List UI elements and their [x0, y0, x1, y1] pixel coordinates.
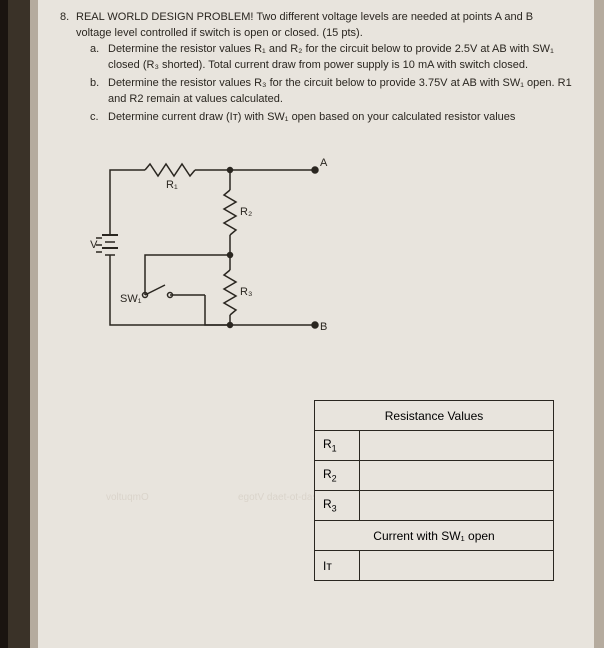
part-b-line1: Determine the resistor values R₃ for the…: [108, 76, 572, 92]
it-row-label: Iᴛ: [315, 551, 360, 581]
problem-title-2: voltage level controlled if switch is op…: [76, 26, 572, 42]
problem-title-1: REAL WORLD DESIGN PROBLEM! Two different…: [76, 10, 533, 26]
part-b-line2: and R2 remain at values calculated.: [108, 92, 572, 108]
r3-row-label: R3: [315, 491, 360, 521]
r1-label: R₁: [166, 179, 178, 191]
sw1-label: SW₁: [120, 293, 142, 305]
part-c-letter: c.: [90, 110, 108, 126]
problem-statement: 8. REAL WORLD DESIGN PROBLEM! Two differ…: [60, 10, 572, 126]
watermark-2: egotV daet-ot-dasP: [238, 492, 324, 503]
part-a-line2: closed (R₃ shorted). Total current draw …: [108, 58, 572, 74]
r3-value-cell: [360, 491, 554, 521]
r2-row-label: R2: [315, 461, 360, 491]
vsource-label: 5V: [90, 239, 98, 251]
node-a-label: A: [320, 157, 328, 169]
part-a-line1: Determine the resistor values R₁ and R₂ …: [108, 42, 572, 58]
circuit-diagram: A B R₁ R₂ R₃ SW₁ 5V: [90, 140, 370, 340]
r2-value-cell: [360, 461, 554, 491]
answer-table: Resistance Values R1 R2 R3 Current with …: [314, 400, 554, 581]
r1-row-label: R1: [315, 431, 360, 461]
r2-label: R₂: [240, 206, 252, 218]
watermark-1: voltuqmO: [106, 492, 149, 503]
problem-number: 8.: [60, 10, 76, 26]
node-b-label: B: [320, 321, 327, 333]
it-value-cell: [360, 551, 554, 581]
table-header-resistance: Resistance Values: [315, 401, 554, 431]
r1-value-cell: [360, 431, 554, 461]
r3-label: R₃: [240, 286, 252, 298]
paper-sheet: 8. REAL WORLD DESIGN PROBLEM! Two differ…: [38, 0, 594, 648]
table-header-current: Current with SW₁ open: [315, 521, 554, 551]
part-b-letter: b.: [90, 76, 108, 108]
part-c-line1: Determine current draw (Iᴛ) with SW₁ ope…: [108, 110, 572, 126]
sub-parts: a. Determine the resistor values R₁ and …: [90, 42, 572, 126]
page-shadow: [0, 0, 38, 648]
part-a-letter: a.: [90, 42, 108, 74]
